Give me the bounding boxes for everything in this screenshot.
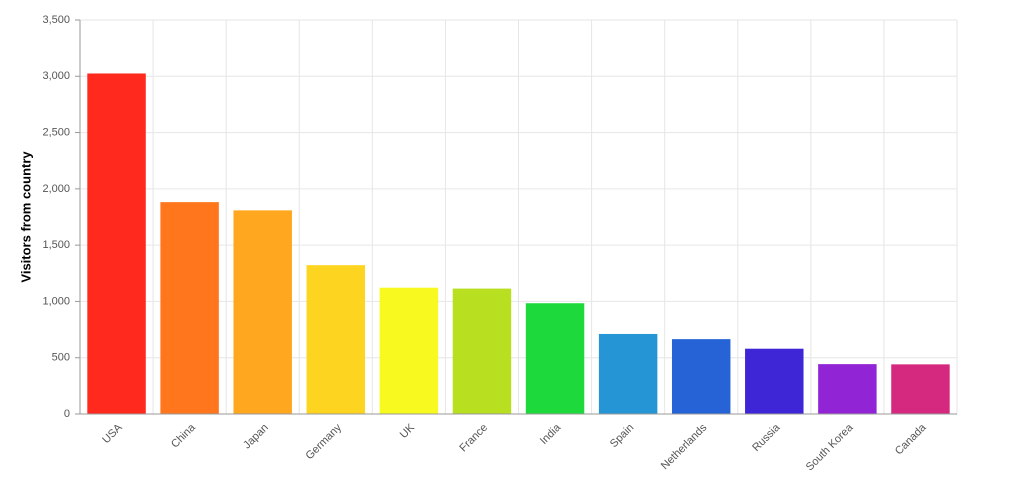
bar [233, 210, 292, 414]
x-tick-label: Japan [241, 422, 271, 452]
bar [87, 73, 146, 414]
bar [306, 265, 366, 414]
bar [452, 288, 512, 414]
y-tick-label: 1,000 [42, 295, 70, 307]
y-tick-label: 3,500 [42, 14, 70, 26]
y-tick-label: 500 [52, 352, 70, 364]
x-tick-label: South Korea [804, 421, 856, 473]
x-tick-label: France [457, 422, 490, 455]
x-tick-label: Canada [893, 421, 929, 457]
x-tick-label: USA [100, 421, 125, 446]
x-tick-label: India [538, 421, 564, 447]
bar [671, 339, 731, 414]
bar [525, 303, 585, 414]
y-tick-label: 0 [64, 408, 70, 420]
bar [745, 348, 804, 414]
x-tick-label: Spain [608, 422, 636, 450]
y-axis-title: Visitors from country [18, 151, 33, 283]
x-tick-label: UK [398, 421, 418, 441]
bar [598, 333, 658, 414]
x-tick-label: Russia [750, 421, 783, 454]
bar [379, 287, 439, 414]
bar [818, 364, 877, 414]
bar [891, 364, 950, 414]
x-tick-label: Germany [303, 421, 344, 462]
y-tick-label: 3,000 [42, 70, 70, 82]
y-tick-label: 1,500 [42, 239, 70, 251]
bar [160, 202, 219, 414]
x-tick-label: Netherlands [659, 421, 710, 472]
x-tick-label: China [169, 421, 198, 450]
y-tick-label: 2,500 [42, 126, 70, 138]
y-tick-label: 2,000 [42, 183, 70, 195]
